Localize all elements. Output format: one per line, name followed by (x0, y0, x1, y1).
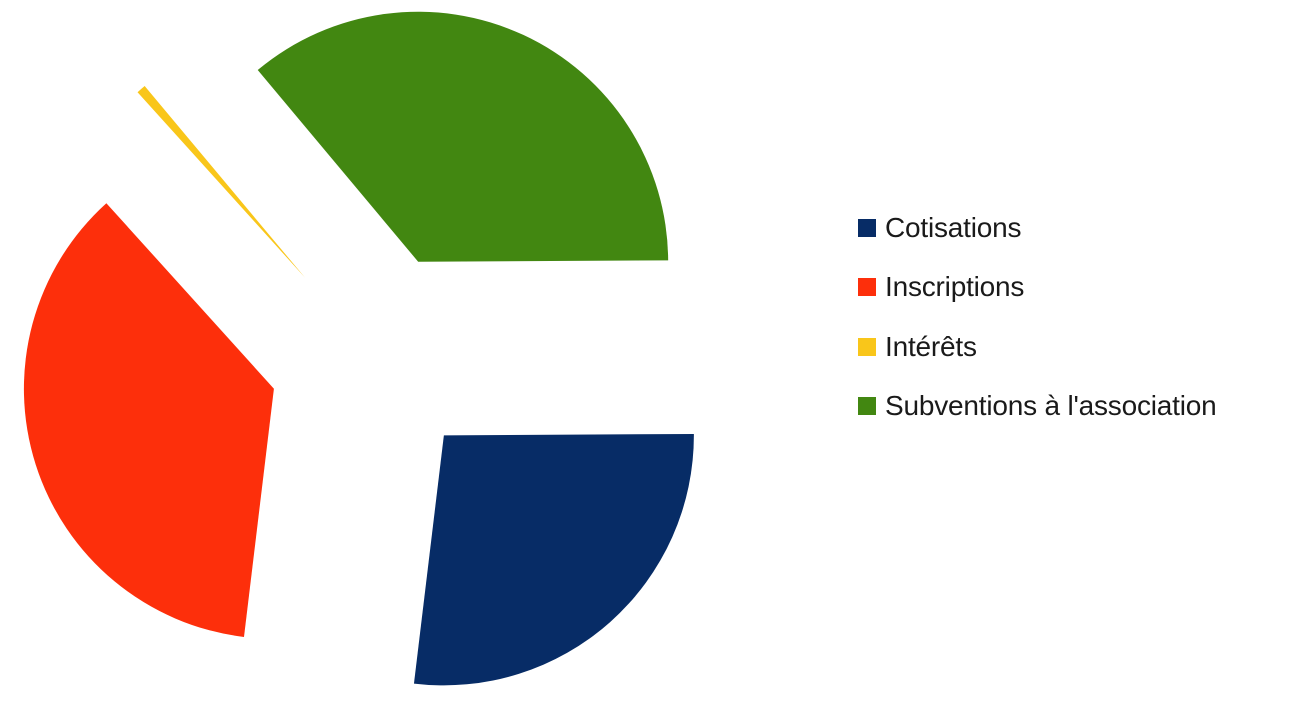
legend-item-inscriptions: Inscriptions (858, 258, 1217, 318)
pie-slice-cotisations (413, 433, 694, 686)
pie-slice-int-r-ts (137, 86, 306, 278)
legend-item-cotisations: Cotisations (858, 198, 1217, 258)
legend-label: Inscriptions (885, 271, 1025, 303)
legend-swatch (858, 337, 876, 356)
legend-swatch (858, 218, 876, 237)
legend-label: Intérêts (885, 330, 977, 362)
legend-item-subventions: Subventions à l'association (858, 377, 1217, 437)
legend-label: Subventions à l'association (885, 390, 1217, 422)
legend-swatch (858, 397, 876, 416)
legend-label: Cotisations (885, 211, 1022, 243)
pie-slice-subventions-l-association (257, 11, 669, 262)
legend-swatch (858, 278, 876, 297)
legend: Cotisations Inscriptions Intérêts Subven… (858, 198, 1217, 436)
pie-slice-inscriptions (23, 203, 274, 637)
legend-item-interets: Intérêts (858, 317, 1217, 377)
